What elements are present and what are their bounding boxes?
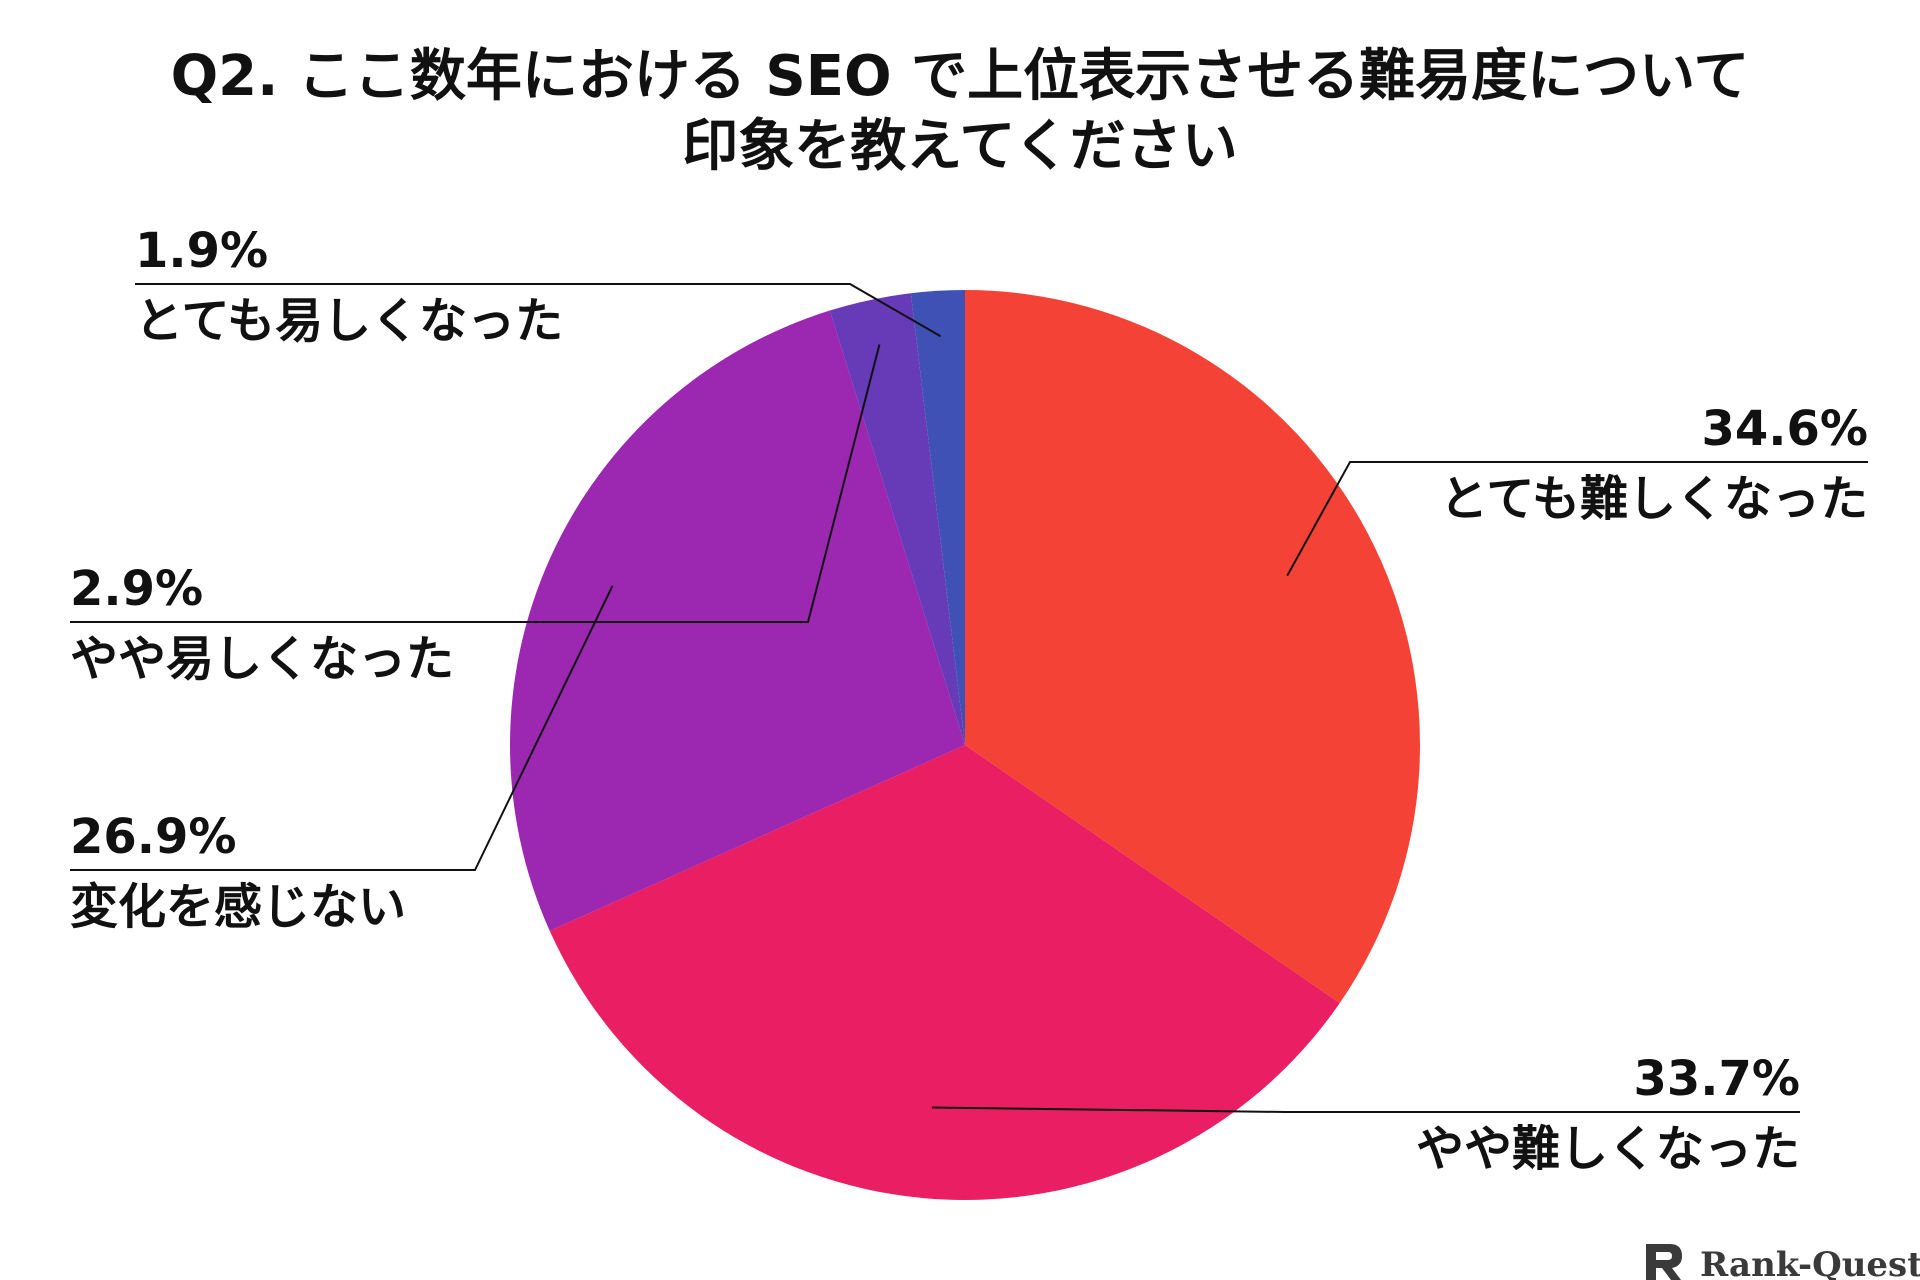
pie-slice bbox=[965, 290, 1420, 1004]
slice-category-label: やや易しくなった bbox=[70, 631, 454, 687]
slice-category-label: とても難しくなった bbox=[1440, 471, 1868, 527]
slice-category-label: とても易しくなった bbox=[135, 293, 563, 349]
slice-percent-label: 33.7% bbox=[1633, 1051, 1800, 1107]
pie-slice bbox=[910, 290, 965, 745]
leader-lines bbox=[70, 283, 1868, 1113]
pie-slices bbox=[510, 290, 1420, 1201]
slice-category-label: やや難しくなった bbox=[1416, 1121, 1800, 1177]
leader-line bbox=[931, 1106, 1800, 1113]
leader-line bbox=[70, 585, 614, 871]
brand-logo: Rank-Quest bbox=[1646, 1244, 1920, 1280]
pie-slice bbox=[549, 745, 1340, 1201]
slice-labels: 34.6% とても難しくなった 33.7% やや難しくなった 26.9% 変化を感じない 2… bbox=[70, 223, 1868, 1177]
brand-name: Rank-Quest bbox=[1700, 1245, 1920, 1280]
leader-line bbox=[135, 283, 942, 338]
chart-title-line-2: 印象を教えてください bbox=[682, 114, 1238, 179]
slice-category-label: 変化を感じない bbox=[70, 879, 406, 935]
rank-quest-logo-icon bbox=[1646, 1244, 1682, 1280]
leader-line bbox=[70, 344, 881, 623]
slice-percent-label: 1.9% bbox=[135, 223, 268, 279]
slice-percent-label: 26.9% bbox=[70, 809, 237, 865]
leader-line bbox=[1286, 461, 1868, 577]
pie-slice bbox=[510, 310, 965, 931]
slice-percent-label: 34.6% bbox=[1701, 401, 1868, 457]
chart-title-line-1: Q2. ここ数年における SEO で上位表示させる難易度について bbox=[171, 44, 1750, 109]
slice-percent-label: 2.9% bbox=[70, 561, 203, 617]
